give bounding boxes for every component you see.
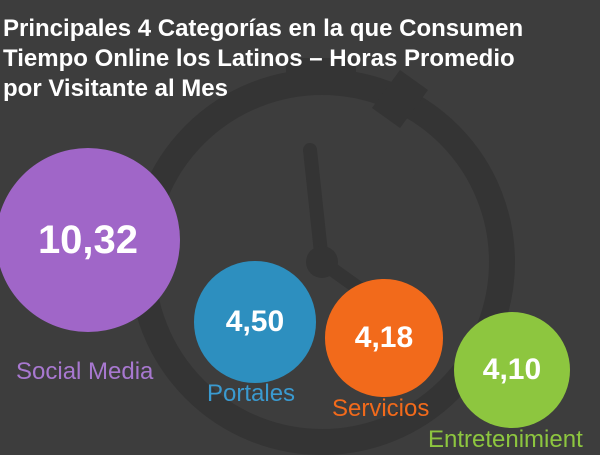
category-label: Social Media: [16, 358, 154, 385]
bubble-value-label: 10,32: [37, 217, 139, 262]
bubble-entretenimient: 4,10: [454, 312, 570, 428]
bubble-servicios: 4,18: [325, 279, 443, 397]
bubble-social-media: 10,32: [0, 148, 180, 332]
bubble-value-label: 4,18: [354, 320, 414, 354]
page-title: Principales 4 Categorías en la que Consu…: [3, 14, 599, 104]
title-line-3: por Visitante al Mes: [3, 75, 228, 102]
bubble-portales: 4,50: [194, 261, 316, 383]
category-label: Servicios: [332, 395, 430, 422]
bubble-value-label: 4,10: [482, 352, 542, 386]
bubble-value-label: 4,50: [225, 304, 285, 338]
title-line-2: Tiempo Online los Latinos – Horas Promed…: [3, 45, 515, 72]
title-line-1: Principales 4 Categorías en la que Consu…: [3, 15, 524, 42]
category-label: Portales: [207, 380, 296, 407]
category-label: Entretenimient: [428, 426, 583, 453]
